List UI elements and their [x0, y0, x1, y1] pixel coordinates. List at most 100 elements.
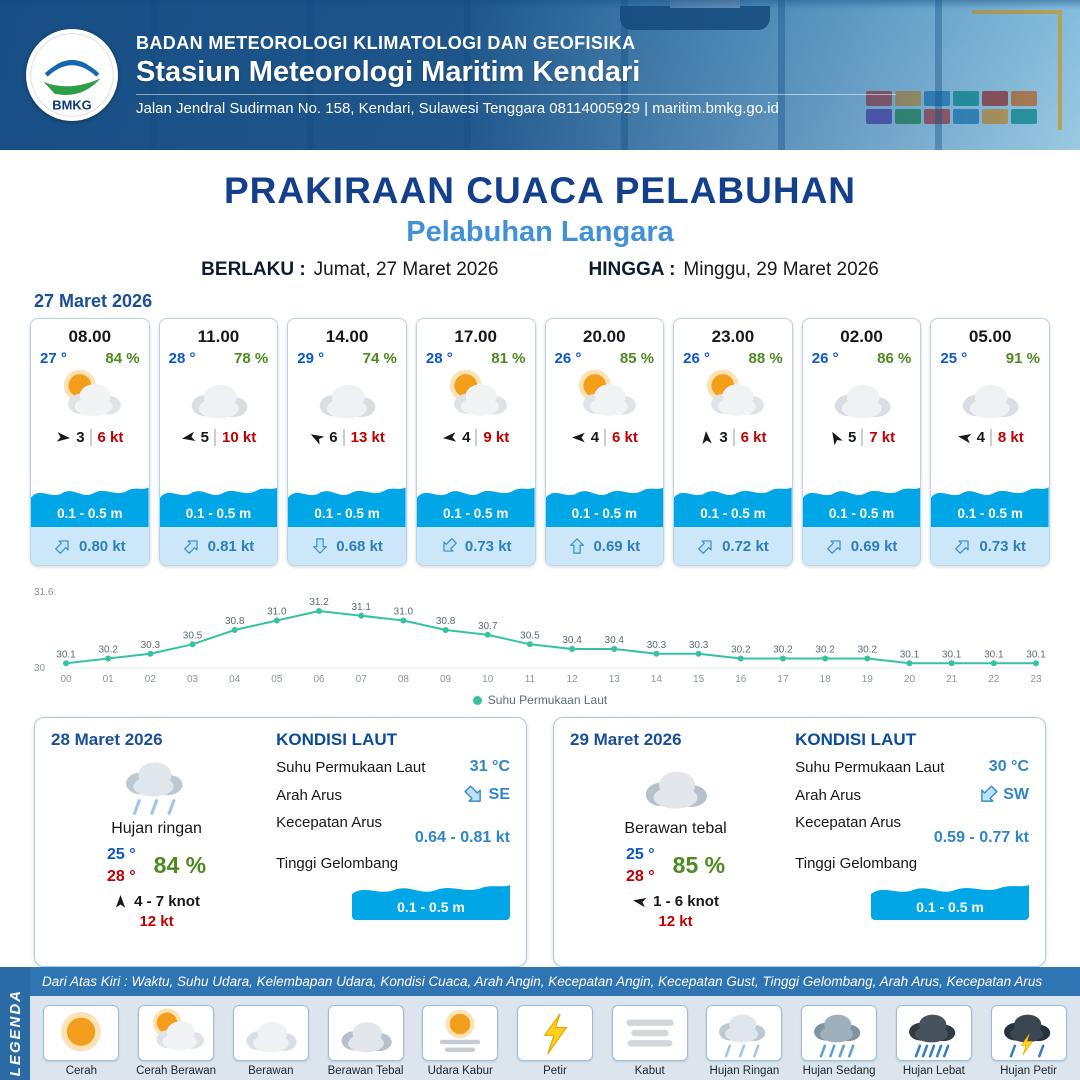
gust-speed: 10 kt [214, 429, 256, 446]
wave-height: 0.1 - 0.5 m [185, 506, 252, 521]
wind-row: 3 6 kt [31, 427, 149, 450]
valid-to-label: HINGGA : [588, 259, 676, 280]
legend-item-label: Udara Kabur [427, 1065, 493, 1077]
current-speed-label: Kecepatan Arus [795, 814, 902, 831]
current-strip: 0.73 kt [416, 527, 535, 565]
petir-icon [516, 1005, 593, 1061]
wave-height: 0.1 - 0.5 m [571, 506, 637, 521]
bmkg-logo: BMKG [26, 29, 118, 121]
wave-height-band: 0.1 - 0.5 m [31, 475, 149, 527]
wind-speed: 5 [200, 429, 209, 446]
wave-height-label: Tinggi Gelombang [795, 855, 918, 872]
air-temperature: 29 ° [297, 350, 325, 367]
humidity-value: 85 % [672, 852, 726, 879]
current-strip: 0.81 kt [159, 527, 278, 565]
current-speed: 0.69 kt [593, 537, 641, 555]
air-temperature: 26 ° [554, 350, 582, 367]
wind-range: 1 - 6 knot [653, 893, 719, 911]
sst-label: Suhu Permukaan Laut [795, 758, 945, 776]
forecast-time: 02.00 [840, 327, 883, 346]
gust-speed: 12 kt [658, 913, 693, 931]
svg-text:30.4: 30.4 [605, 635, 625, 646]
condition-label: Hujan ringan [111, 820, 202, 837]
wind-direction-arrow [825, 427, 845, 447]
svg-text:23: 23 [1030, 674, 1042, 685]
svg-text:18: 18 [820, 674, 832, 685]
air-temperature: 26 ° [683, 350, 710, 367]
air-temperature: 28 ° [168, 350, 196, 367]
svg-text:30.7: 30.7 [478, 621, 498, 632]
current-direction-arrow [568, 537, 586, 555]
legend-item: Kabut [604, 1005, 696, 1077]
svg-text:30.2: 30.2 [773, 645, 793, 656]
condition-label: Berawan tebal [624, 820, 727, 837]
cerah-berawan-icon [138, 1005, 215, 1061]
wave-height: 0.1 - 0.5 m [314, 506, 380, 521]
current-speed: 0.73 kt [979, 537, 1027, 555]
svg-text:20: 20 [904, 674, 916, 685]
wave-height: 0.1 - 0.5 m [957, 506, 1023, 521]
chart-legend: Suhu Permukaan Laut [32, 693, 1048, 707]
svg-text:30.5: 30.5 [520, 630, 540, 641]
title-section: PRAKIRAAN CUACA PELABUHAN Pelabuhan Lang… [0, 150, 1080, 281]
temp-max: 28 ° [107, 867, 136, 885]
current-speed: 0.80 kt [78, 537, 126, 555]
wave-height: 0.1 - 0.5 m [397, 899, 465, 915]
station-name: Stasiun Meteorologi Maritim Kendari [136, 56, 641, 88]
current-speed: 0.69 kt [850, 537, 898, 555]
wave-height: 0.1 - 0.5 m [700, 506, 766, 521]
forecast-card: 23.00 26 ° 88 % 3 6 kt 0.1 - 0.5 m [673, 318, 793, 566]
svg-text:11: 11 [525, 674, 536, 685]
wind-direction-arrow [631, 893, 648, 910]
legend-item-label: Kabut [634, 1065, 665, 1077]
current-speed-value: 0.64 - 0.81 kt [414, 829, 510, 846]
valid-to-value: Minggu, 29 Maret 2026 [683, 259, 879, 280]
svg-text:03: 03 [187, 674, 199, 685]
port-name: Pelabuhan Langara [406, 216, 674, 248]
legend-item-label: Berawan [248, 1065, 294, 1077]
svg-text:17: 17 [777, 674, 789, 685]
humidity-value: 85 % [619, 350, 655, 367]
humidity-value: 81 % [491, 350, 526, 367]
current-direction-arrow [311, 537, 329, 555]
current-direction-arrow [822, 533, 847, 558]
svg-text:06: 06 [313, 674, 325, 685]
current-strip: 0.69 kt [802, 527, 921, 565]
current-direction-label: Arah Arus [276, 786, 342, 804]
wave-graphic [416, 487, 535, 527]
forecast-card: 20.00 26 ° 85 % 4 6 kt 0.1 - 0.5 m [544, 318, 665, 566]
svg-text:30.2: 30.2 [731, 645, 751, 656]
cerah-berawan-icon [674, 367, 792, 427]
legend-item-label: Hujan Ringan [709, 1065, 780, 1077]
svg-text:30.3: 30.3 [647, 640, 667, 651]
svg-text:14: 14 [651, 674, 663, 685]
station-address: Jalan Jendral Sudirman No. 158, Kendari,… [136, 94, 896, 117]
svg-text:30.4: 30.4 [562, 635, 582, 646]
svg-text:30.3: 30.3 [689, 640, 709, 651]
legend-side-bar: LEGENDA [0, 967, 30, 1080]
svg-text:01: 01 [103, 674, 115, 685]
forecast-card: 17.00 28 ° 81 % 4 9 kt 0.1 - 0.5 m [415, 318, 536, 566]
current-strip: 0.69 kt [545, 527, 664, 565]
wind-direction-arrow [56, 429, 72, 445]
legend-item-label: Hujan Sedang [802, 1065, 876, 1077]
svg-text:19: 19 [862, 674, 874, 685]
current-strip: 0.68 kt [288, 527, 406, 565]
chart-legend-label: Suhu Permukaan Laut [487, 693, 608, 707]
temp-max: 28 ° [626, 867, 655, 885]
legend-item-label: Petir [543, 1065, 567, 1077]
humidity-value: 86 % [877, 350, 912, 367]
daily-date: 29 Maret 2026 [570, 730, 682, 749]
wave-height-band: 0.1 - 0.5 m [416, 475, 535, 527]
wave-height-band: 0.1 - 0.5 m [352, 874, 510, 920]
current-direction-label: Arah Arus [795, 786, 861, 804]
berawan-icon [288, 367, 406, 427]
humidity-value: 91 % [1005, 350, 1040, 367]
sst-chart-section: 31.6 30 30.1 30.2 30.3 30.5 30.8 31.0 31.2 31.1… [32, 574, 1048, 707]
page-title: PRAKIRAAN CUACA PELABUHAN [223, 170, 857, 211]
current-speed: 0.81 kt [207, 537, 255, 555]
gust-speed: 7 kt [861, 429, 895, 446]
legend-item: Berawan [225, 1005, 317, 1077]
legend-item: Hujan Lebat [888, 1005, 980, 1077]
wave-graphic [31, 487, 149, 527]
